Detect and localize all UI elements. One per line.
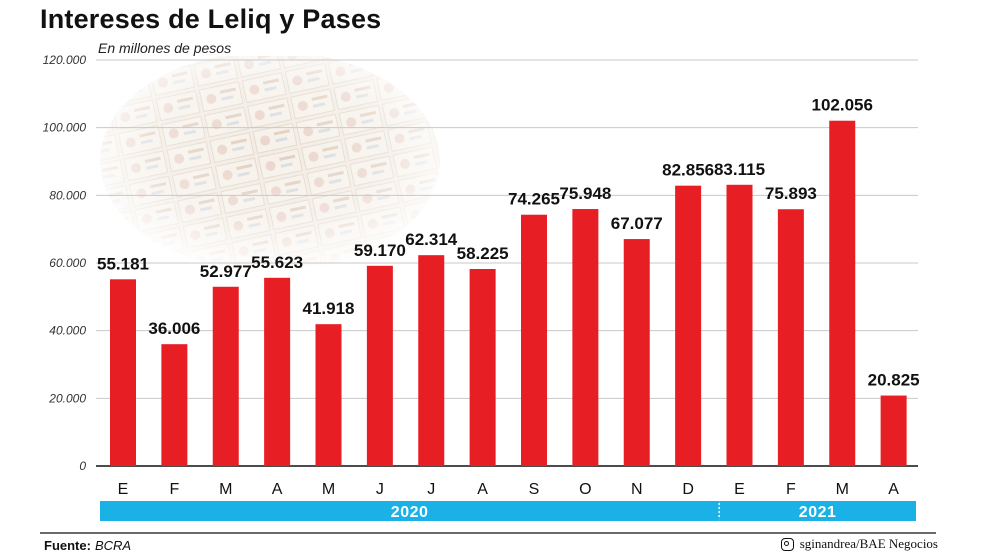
bar bbox=[469, 269, 496, 466]
bar bbox=[777, 209, 804, 466]
source-value: BCRA bbox=[94, 538, 132, 553]
data-label: 82.856 bbox=[662, 161, 714, 180]
data-label: 83.115 bbox=[714, 160, 765, 179]
data-label: 41.918 bbox=[303, 299, 355, 318]
year-label: 2021 bbox=[799, 504, 837, 521]
source-note: Fuente: BCRA bbox=[44, 538, 131, 553]
data-label: 55.181 bbox=[97, 254, 149, 273]
y-tick-label: 100.000 bbox=[43, 121, 87, 135]
bar bbox=[212, 286, 239, 466]
data-label: 75.948 bbox=[559, 184, 611, 203]
x-tick-label: F bbox=[786, 481, 796, 498]
data-label: 20.825 bbox=[868, 371, 920, 390]
year-band-segment bbox=[719, 501, 916, 521]
money-photo-background bbox=[100, 56, 440, 266]
bar bbox=[418, 255, 445, 466]
data-label: 74.265 bbox=[508, 190, 560, 209]
x-tick-label: E bbox=[734, 481, 745, 498]
x-tick-label: J bbox=[376, 481, 384, 498]
x-tick-label: S bbox=[529, 481, 540, 498]
bar bbox=[315, 324, 342, 466]
data-label: 67.077 bbox=[611, 214, 663, 233]
year-band: 2020 2021 bbox=[40, 501, 936, 534]
x-tick-label: O bbox=[579, 481, 591, 498]
value-labels: 55.181 36.006 52.977 55.623 41.918 59.17062.3… bbox=[97, 96, 920, 390]
bars bbox=[110, 120, 907, 466]
y-tick-label: 60.000 bbox=[49, 256, 86, 270]
x-tick-label: A bbox=[272, 481, 283, 498]
x-tick-label: F bbox=[169, 481, 179, 498]
x-tick-label: J bbox=[427, 481, 435, 498]
chart-subtitle: En millones de pesos bbox=[98, 40, 232, 56]
x-tick-label: M bbox=[322, 481, 335, 498]
x-tick-label: D bbox=[682, 481, 694, 498]
data-label: 36.006 bbox=[148, 319, 200, 338]
data-label: 75.893 bbox=[765, 184, 817, 203]
data-label: 62.314 bbox=[405, 230, 458, 249]
bar bbox=[572, 209, 599, 466]
y-tick-label: 0 bbox=[79, 459, 86, 473]
x-tick-label: M bbox=[219, 481, 232, 498]
credit-text: sginandrea/BAE Negocios bbox=[799, 536, 938, 551]
year-band-segment bbox=[100, 501, 720, 521]
y-tick-label: 40.000 bbox=[49, 324, 86, 338]
bar bbox=[829, 120, 856, 466]
bar bbox=[110, 279, 136, 466]
bar bbox=[161, 344, 188, 466]
y-tick-label: 80.000 bbox=[49, 188, 86, 202]
source-label: Fuente: bbox=[44, 538, 91, 553]
bar bbox=[264, 277, 291, 466]
data-label: 55.623 bbox=[251, 253, 303, 272]
bar bbox=[726, 184, 753, 466]
data-label: 58.225 bbox=[457, 244, 509, 263]
credit-note: sginandrea/BAE Negocios bbox=[780, 536, 938, 552]
year-label: 2020 bbox=[391, 504, 429, 521]
x-tick-label: E bbox=[118, 481, 129, 498]
chart-title: Intereses de Leliq y Pases bbox=[40, 4, 382, 34]
data-label: 59.170 bbox=[354, 241, 406, 260]
y-axis: 0 20.000 40.000 60.000 80.000 100.000 120.000 bbox=[43, 53, 87, 473]
bar bbox=[366, 265, 393, 466]
bar bbox=[521, 214, 547, 466]
bar bbox=[623, 239, 650, 466]
y-tick-label: 120.000 bbox=[43, 53, 87, 67]
instagram-icon bbox=[780, 537, 794, 551]
x-tick-label: A bbox=[477, 481, 488, 498]
x-tick-label: N bbox=[631, 481, 643, 498]
x-tick-label: A bbox=[888, 481, 899, 498]
y-tick-label: 20.000 bbox=[48, 391, 86, 405]
x-tick-label: M bbox=[836, 481, 849, 498]
data-label: 102.056 bbox=[812, 96, 873, 115]
bar bbox=[880, 395, 907, 466]
data-label: 52.977 bbox=[200, 262, 252, 281]
bar bbox=[675, 185, 702, 466]
